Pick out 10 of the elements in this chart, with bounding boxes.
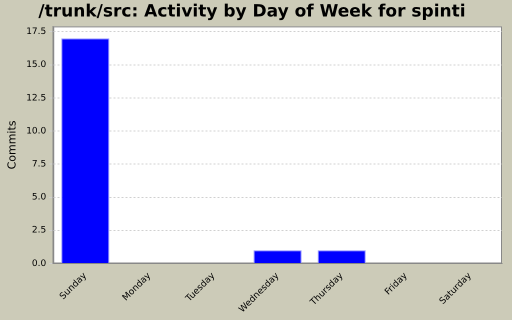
- y-tick-label: 7.5: [32, 160, 46, 170]
- y-tick-label: 5.0: [32, 192, 46, 203]
- y-axis-title: Commits: [5, 120, 18, 170]
- y-tick-label: 15.0: [26, 60, 47, 70]
- chart-title: /trunk/src: Activity by Day of Week for spinti: [38, 2, 466, 22]
- y-tick-label: 2.5: [32, 226, 46, 236]
- y-tick-label: 0.0: [32, 258, 46, 269]
- y-tick-label: 17.5: [26, 27, 46, 38]
- y-tick-label: 12.5: [26, 93, 46, 104]
- y-tick-label: 10.0: [26, 126, 47, 136]
